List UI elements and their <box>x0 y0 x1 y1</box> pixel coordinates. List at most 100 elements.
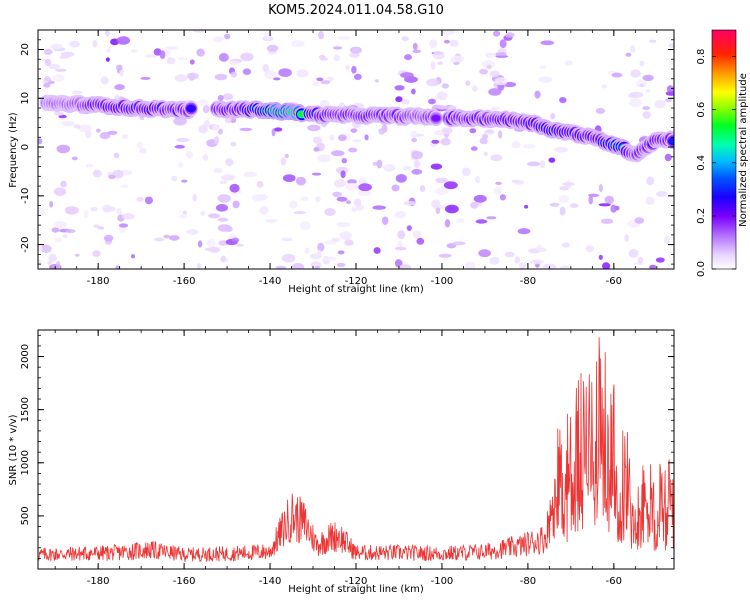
heatmap-speckle <box>239 127 253 132</box>
heatmap-speckle <box>104 206 116 213</box>
heatmap-speckle <box>628 98 642 108</box>
heatmap-speckle <box>200 211 206 216</box>
heatmap-speckle <box>75 253 80 257</box>
heatmap-speckle <box>55 68 67 72</box>
heatmap-ridge-cell <box>186 105 196 112</box>
heatmap-speckle <box>317 154 332 163</box>
heatmap-speckle <box>56 144 71 154</box>
heatmap-speckle <box>197 99 209 106</box>
heatmap-speckle <box>441 83 450 89</box>
heatmap-speckle <box>224 33 231 40</box>
x-tick-label: -100 <box>431 276 454 287</box>
colorbar: 0.0 0.2 0.4 0.6 0.8 Normalized spectral ampl… <box>696 29 749 277</box>
heatmap-speckle <box>213 167 223 174</box>
heatmap-speckle <box>225 158 234 167</box>
heatmap-speckle <box>331 150 345 157</box>
heatmap-speckle <box>569 203 579 208</box>
heatmap-speckle <box>395 174 407 183</box>
x-tick-label: -120 <box>345 276 368 287</box>
heatmap-speckle <box>352 139 362 143</box>
spectrogram-y-label: Frequency (Hz) <box>8 112 19 188</box>
heatmap-speckle <box>85 130 92 139</box>
y-tick-label: 1500 <box>20 397 31 422</box>
heatmap-speckle <box>174 144 185 149</box>
heatmap-speckle <box>52 74 65 82</box>
heatmap-speckle <box>278 68 292 77</box>
heatmap-speckle <box>429 39 438 48</box>
heatmap-speckle <box>403 201 417 206</box>
heatmap-speckle <box>655 257 665 263</box>
heatmap-speckle <box>559 265 571 269</box>
heatmap-speckle <box>410 130 418 138</box>
heatmap-speckle <box>296 69 309 78</box>
heatmap-speckle <box>493 186 502 195</box>
heatmap-speckle <box>320 80 331 85</box>
heatmap-speckle <box>665 97 672 103</box>
heatmap-speckle <box>215 204 229 212</box>
heatmap-speckle <box>336 262 346 268</box>
heatmap-speckle <box>664 236 670 245</box>
heatmap-speckle <box>536 244 542 251</box>
heatmap-speckle <box>48 253 57 262</box>
heatmap-speckle <box>624 234 629 242</box>
heatmap-speckle <box>402 165 412 171</box>
heatmap-speckle <box>449 39 459 47</box>
heatmap-speckle <box>104 30 110 37</box>
heatmap-speckle <box>221 174 235 181</box>
heatmap-speckle <box>293 211 306 215</box>
heatmap-speckle <box>346 200 351 205</box>
heatmap-speckle <box>118 223 129 228</box>
x-tick-label: -140 <box>259 576 282 587</box>
heatmap-speckle <box>229 183 240 193</box>
heatmap-speckle <box>604 195 614 204</box>
x-tick-label: -80 <box>520 576 536 587</box>
heatmap-speckle <box>484 129 493 134</box>
heatmap-speckle <box>121 134 129 140</box>
heatmap-speckle <box>488 88 502 96</box>
heatmap-speckle <box>478 249 491 258</box>
heatmap-speckle <box>442 94 448 99</box>
heatmap-speckle <box>668 43 674 48</box>
heatmap-speckle <box>243 171 258 178</box>
heatmap-speckle <box>538 76 553 83</box>
heatmap-speckle <box>629 91 644 98</box>
heatmap-speckle <box>262 63 269 73</box>
heatmap-speckle <box>218 52 229 62</box>
heatmap-speckle <box>85 163 94 168</box>
heatmap-speckle <box>598 203 611 207</box>
heatmap-speckle <box>430 61 436 70</box>
heatmap-speckle <box>412 42 418 51</box>
y-tick-label: 10 <box>20 92 31 105</box>
heatmap-speckle <box>232 200 240 209</box>
heatmap-speckle <box>492 106 500 110</box>
heatmap-speckle <box>431 139 440 144</box>
heatmap-speckle <box>92 169 103 178</box>
y-tick-label: 1000 <box>20 450 31 475</box>
heatmap-speckle <box>522 143 536 149</box>
heatmap-speckle <box>69 40 80 48</box>
heatmap-speckle <box>38 207 46 217</box>
heatmap-speckle <box>284 153 289 159</box>
heatmap-speckle <box>329 134 335 141</box>
heatmap-speckle <box>529 259 544 265</box>
heatmap-speckle <box>400 72 414 79</box>
heatmap-speckle <box>649 264 657 269</box>
heatmap-speckle <box>411 168 423 175</box>
heatmap-speckle <box>611 72 623 78</box>
heatmap-speckle <box>485 52 497 58</box>
heatmap-speckle <box>397 240 403 249</box>
heatmap-speckle <box>105 57 110 62</box>
heatmap-speckle <box>447 206 454 211</box>
colorbar-tick-label: 0.8 <box>696 49 707 65</box>
heatmap-speckle <box>394 85 405 91</box>
heatmap-speckle <box>559 97 567 104</box>
heatmap-speckle <box>296 176 306 186</box>
heatmap-speckle <box>179 214 188 219</box>
heatmap-speckle <box>192 30 206 33</box>
heatmap-speckle <box>413 159 421 169</box>
y-tick-label: 0 <box>20 144 31 150</box>
heatmap-speckle <box>202 154 209 161</box>
heatmap-speckle <box>208 213 221 219</box>
heatmap-speckle <box>313 147 320 152</box>
heatmap-speckle <box>319 57 329 61</box>
